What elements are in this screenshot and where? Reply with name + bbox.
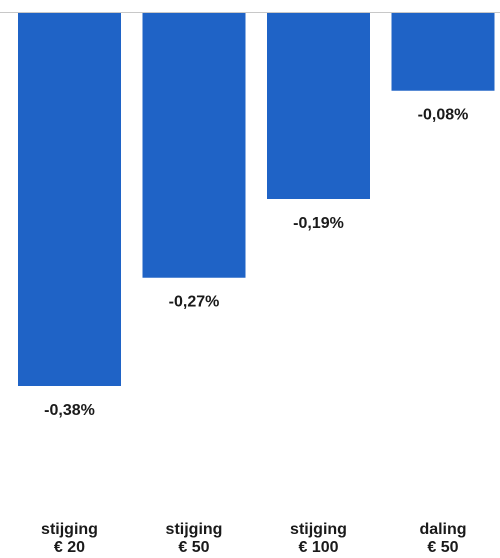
- value-label-2: -0,27%: [169, 294, 220, 311]
- value-label-1: -0,38%: [44, 402, 95, 419]
- category-label-4-line-2: € 50: [427, 539, 458, 556]
- bar-3: [267, 12, 370, 199]
- category-label-1-line-1: stijging: [41, 521, 98, 538]
- value-labels-group: -0,38% -0,27% -0,19% -0,08%: [44, 107, 468, 419]
- category-label-3-line-1: stijging: [290, 521, 347, 538]
- bar-1: [18, 12, 121, 386]
- category-label-3-line-2: € 100: [298, 539, 338, 556]
- value-label-4: -0,08%: [418, 107, 469, 124]
- bars-group: [18, 12, 495, 386]
- bar-2: [142, 12, 246, 278]
- category-label-2-line-1: stijging: [166, 521, 223, 538]
- value-label-3: -0,19%: [293, 215, 344, 232]
- category-label-1-line-2: € 20: [54, 539, 85, 556]
- category-label-2-line-2: € 50: [178, 539, 209, 556]
- bar-4: [391, 12, 495, 91]
- category-label-4-line-1: daling: [419, 521, 466, 538]
